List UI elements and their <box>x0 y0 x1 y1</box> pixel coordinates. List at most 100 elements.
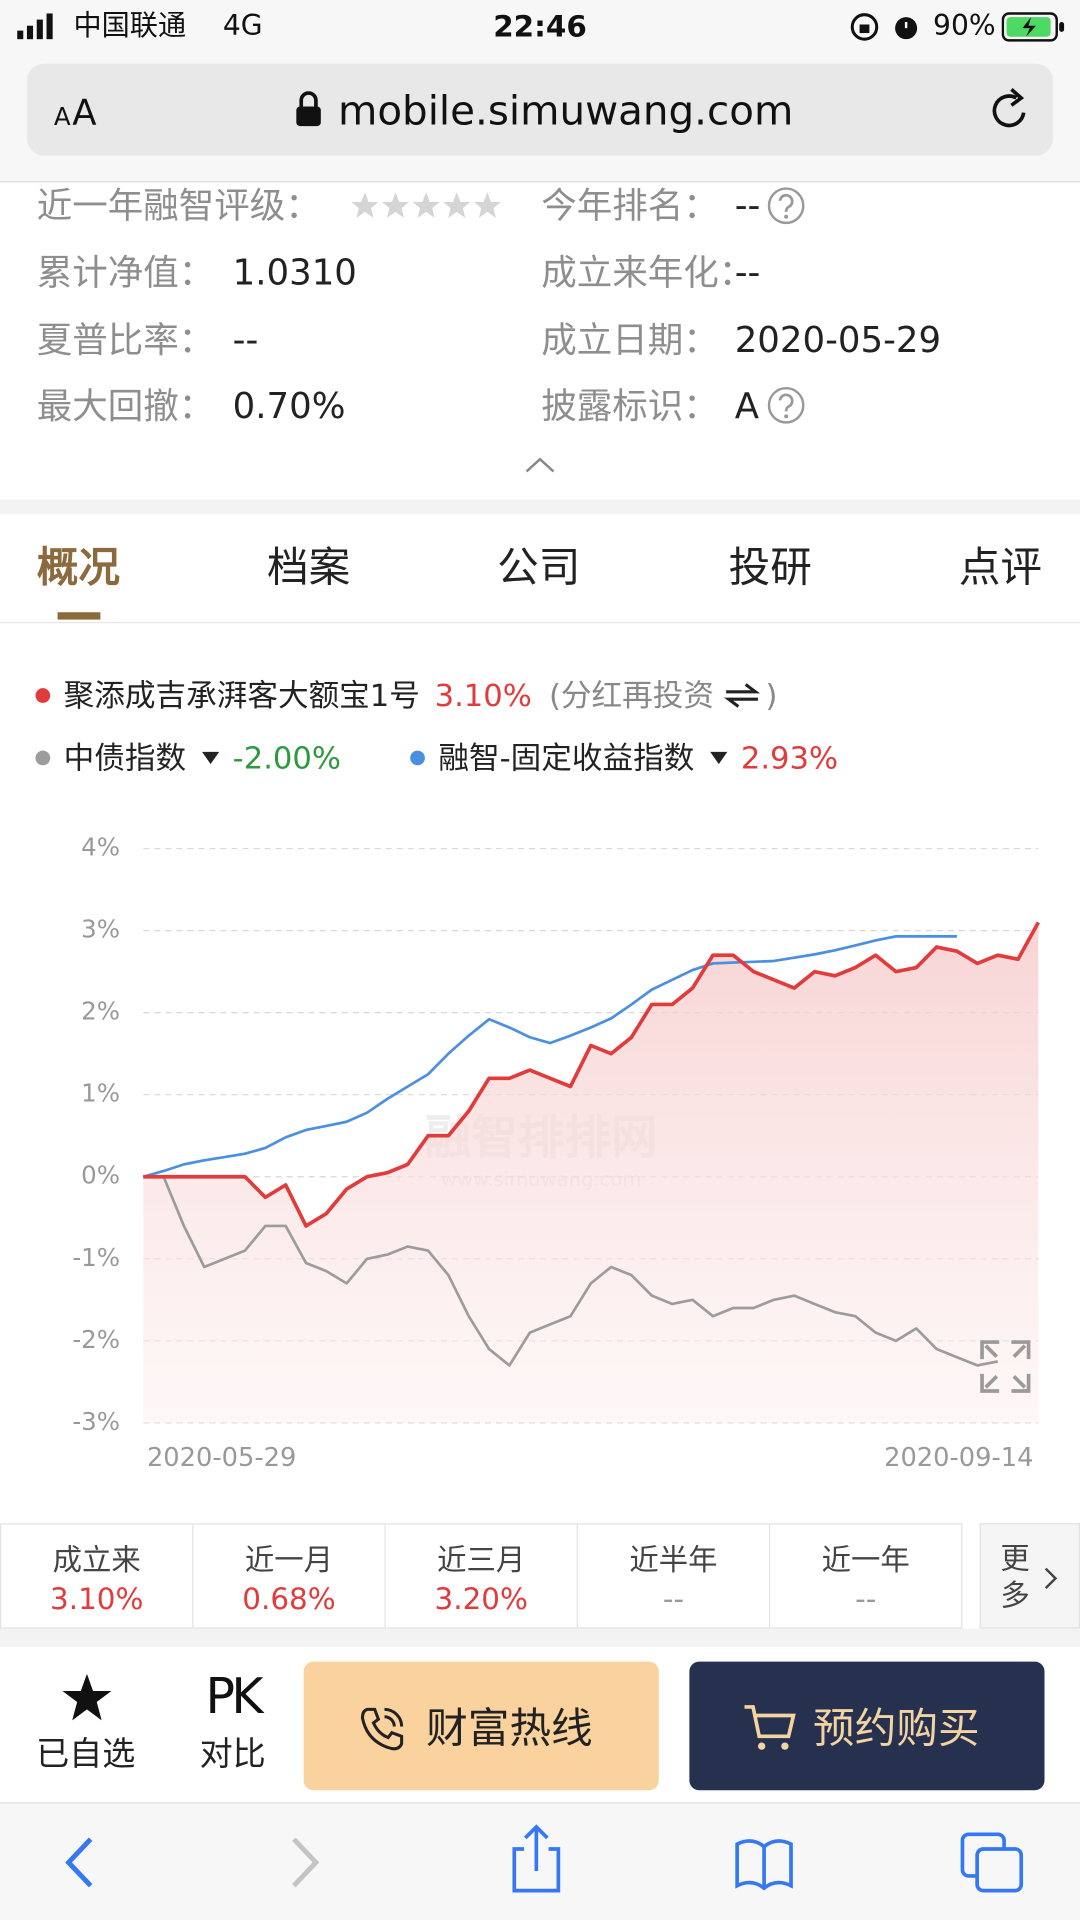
buy-label[interactable]: 预约购买 <box>813 1704 980 1754</box>
icon-part <box>1044 1567 1058 1590</box>
text-size-small[interactable]: A <box>53 101 71 132</box>
period-cell[interactable]: 近一月 0.68% <box>192 1523 386 1629</box>
help-icon[interactable] <box>767 186 809 228</box>
bookmarks-button[interactable] <box>735 1839 793 1891</box>
legend-dropdown[interactable] <box>201 749 221 766</box>
tab[interactable]: 公司 <box>497 543 581 593</box>
lock-icon <box>296 91 321 127</box>
share-button[interactable] <box>512 1824 561 1893</box>
reload-button[interactable] <box>987 86 1036 135</box>
more-label[interactable]: 多 <box>1000 1578 1030 1613</box>
more-button[interactable]: 更 多 <box>979 1523 1080 1629</box>
tab[interactable]: 概况 <box>36 543 121 593</box>
back-button[interactable] <box>65 1837 93 1888</box>
battery-icon <box>1001 12 1065 42</box>
icon-part <box>767 187 805 225</box>
icon-part <box>992 94 1026 128</box>
tab-border <box>0 622 1080 624</box>
tab[interactable]: 投研 <box>728 543 812 593</box>
icon-part <box>351 192 501 218</box>
icon-part <box>412 192 440 218</box>
icon-part <box>17 30 24 40</box>
tab-underline <box>57 612 101 620</box>
cart-icon <box>744 1705 796 1750</box>
period-cell[interactable]: 成立来 3.10% <box>0 1523 194 1629</box>
icon-part <box>1001 12 1058 42</box>
icon-part <box>744 1705 796 1739</box>
tabs-button[interactable] <box>960 1832 1024 1893</box>
help-icon[interactable] <box>767 386 809 428</box>
info-label: 夏普比率： <box>36 318 215 361</box>
info-value: -- <box>734 184 761 226</box>
icon-part <box>351 192 379 218</box>
icon-part <box>384 1707 404 1727</box>
icon-part <box>512 1847 561 1893</box>
favorite-label[interactable]: 已自选 <box>36 1735 136 1774</box>
info-value: 0.70% <box>232 385 346 427</box>
pk-icon[interactable]: PK <box>205 1668 263 1726</box>
line <box>143 1175 998 1367</box>
info-value: A <box>734 385 759 427</box>
icon-part <box>735 1839 793 1891</box>
collapse-arrow[interactable] <box>524 456 556 476</box>
more-label[interactable]: 更 <box>1000 1541 1030 1576</box>
phone-icon <box>360 1707 404 1751</box>
info-value: 2020-05-29 <box>734 318 942 361</box>
info-value: 1.0310 <box>232 251 357 294</box>
icon-part <box>525 457 555 473</box>
compare-label[interactable]: 对比 <box>199 1735 266 1774</box>
period-value: -- <box>855 1582 877 1617</box>
period-label: 近一月 <box>244 1542 334 1578</box>
hotline-label[interactable]: 财富热线 <box>426 1704 593 1754</box>
legend-name: 融智-固定收益指数 <box>438 740 695 776</box>
fullscreen-icon[interactable] <box>980 1340 1031 1393</box>
icon-part <box>1022 17 1036 37</box>
clock: 22:46 <box>493 9 587 45</box>
legend-return: 3.10% <box>434 677 532 714</box>
icon-part <box>850 13 879 41</box>
info-value: -- <box>232 318 259 361</box>
info-label: 成立来年化： <box>541 251 755 294</box>
y-tick-label: 4% <box>81 833 120 862</box>
tab[interactable]: 点评 <box>958 543 1043 593</box>
line <box>143 921 1040 1228</box>
period-cell[interactable]: 近半年 -- <box>576 1523 771 1629</box>
icon-part <box>767 386 805 424</box>
hotline-button[interactable] <box>303 1661 659 1791</box>
legend-dropdown[interactable] <box>709 749 729 766</box>
url[interactable]: mobile.simuwang.com <box>337 86 794 135</box>
x-tick-label: 2020-05-29 <box>147 1443 296 1473</box>
info-label: 成立日期： <box>541 318 719 361</box>
toolbar-icons <box>65 1824 1024 1893</box>
icon-part <box>382 192 409 218</box>
tab[interactable]: 档案 <box>266 543 351 593</box>
text-size-large[interactable]: A <box>72 91 97 133</box>
swap-icon <box>724 683 761 708</box>
info-label: 今年排名： <box>541 184 719 226</box>
info-label: 最大回撤： <box>36 385 215 427</box>
legend-name: 聚添成吉承湃客大额宝1号 <box>63 677 420 714</box>
info-label: 累计净值： <box>36 251 215 294</box>
info-value: -- <box>734 251 761 294</box>
icon-part <box>778 393 794 412</box>
period-cell[interactable]: 近三月 3.20% <box>384 1523 578 1629</box>
info-label: 披露标识： <box>541 385 719 427</box>
url-bar[interactable] <box>26 63 1054 156</box>
icon-part <box>781 1742 789 1750</box>
buy-button[interactable] <box>689 1661 1045 1791</box>
forward-button[interactable] <box>292 1837 320 1888</box>
y-tick-label: 2% <box>81 997 120 1026</box>
favorite-icon[interactable] <box>61 1673 112 1722</box>
legend-dot <box>35 688 51 703</box>
icon-part <box>757 1742 766 1750</box>
period-value: -- <box>662 1582 685 1617</box>
period-cell[interactable]: 近一年 -- <box>768 1523 963 1629</box>
dividend-note: ) <box>765 677 778 714</box>
chart: 4%3%2%1%0%-1%-2%-3%2020-05-292020-09-14融… <box>72 833 1040 1473</box>
legend-return: -2.00% <box>232 740 341 776</box>
reinvest-toggle[interactable] <box>724 681 761 710</box>
y-tick-label: 1% <box>81 1079 120 1108</box>
legend-return: 2.93% <box>740 740 839 776</box>
battery-level: 90% <box>933 10 996 43</box>
